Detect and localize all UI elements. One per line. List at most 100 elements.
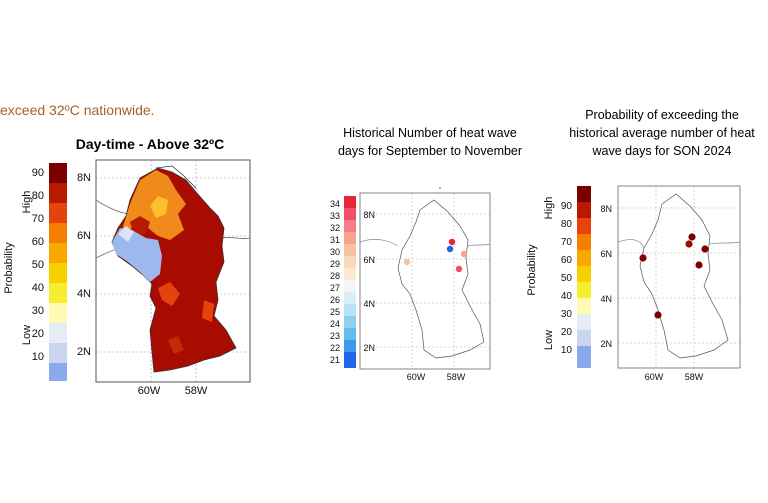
panel3-tick: 30 [561, 309, 573, 320]
panel3-lat-label: 8N [600, 204, 612, 214]
panel1-tick: 50 [32, 259, 44, 271]
panel2-lat-label: 6N [363, 255, 375, 265]
panel1-colorbar-swatch [49, 203, 67, 223]
panel2-station-dot [403, 258, 411, 266]
panel2-colorbar-swatch [344, 316, 356, 328]
panel1-lat-label: 6N [77, 230, 91, 242]
panel2-colorbar-swatch [344, 220, 356, 232]
panel1-tick: 40 [32, 282, 44, 294]
panel1-tick: 80 [32, 190, 44, 202]
panel3-country-outline [639, 193, 729, 359]
panel2-tick: 22 [330, 343, 340, 353]
panel1-region-orange-south [158, 282, 180, 306]
panel2-colorbar-swatch [344, 196, 356, 208]
panel2-colorbar-swatch [344, 280, 356, 292]
panel3-colorbar-swatch [577, 330, 591, 346]
panel3-station-dot [639, 254, 647, 262]
panel2-colorbar-swatch [344, 352, 356, 368]
panel3-station-dot [701, 245, 709, 253]
panel1-tick: 60 [32, 236, 44, 248]
panel1-colorbar-swatch [49, 283, 67, 303]
panel3-colorbar-swatch [577, 234, 591, 250]
panel1-colorbar-swatch [49, 163, 67, 183]
panel2-lat-label: 2N [363, 343, 375, 353]
panel2-tick: 26 [330, 295, 340, 305]
panel1-high-label: High [21, 191, 33, 214]
panel2-colorbar-swatch [344, 208, 356, 220]
panel2-title-line-2: days for September to November [337, 144, 523, 158]
panel1-colorbar-swatch [49, 343, 67, 363]
panel3-station-dot [685, 240, 693, 248]
panel3-lon-label: 58W [685, 372, 704, 382]
panel3-map [617, 185, 741, 369]
panel1-colorbar-swatch [49, 263, 67, 283]
panel3-lat-label: 6N [600, 249, 612, 259]
panel2-colorbar-swatch [344, 328, 356, 340]
panel2-country-outline [397, 199, 485, 359]
panel2-station-dot [460, 250, 468, 258]
panel3-colorbar-swatch [577, 282, 591, 298]
panel3-tick: 50 [561, 273, 573, 284]
panel3-station-dot [695, 261, 703, 269]
panel3-tick: 60 [561, 255, 573, 266]
panel3-colorbar-swatch [577, 266, 591, 282]
panel2-lon-label: 60W [407, 372, 426, 382]
panel2-colorbar-swatch [344, 244, 356, 256]
panel2-title: Historical Number of heat wave days for … [310, 124, 550, 160]
panel2-tick: 21 [330, 355, 340, 365]
panel2-tick: 27 [330, 283, 340, 293]
panel2-tick: 34 [330, 199, 340, 209]
panel2-tick: 25 [330, 307, 340, 317]
panel3-low-label: Low [543, 330, 555, 350]
panel1-tick: 10 [32, 351, 44, 363]
panel2-tick: 33 [330, 211, 340, 221]
panel1-title: Day-time - Above 32ºC [75, 136, 225, 152]
panel2-station-dot [448, 238, 456, 246]
panel1-region-orange-east [202, 300, 214, 322]
panel3-colorbar-swatch [577, 250, 591, 266]
panel2-colorbar-swatch [344, 304, 356, 316]
panel3-tick: 80 [561, 219, 573, 230]
panel3-tick: 20 [561, 327, 573, 338]
panel2-colorbar-swatch [344, 268, 356, 280]
panel1-region-yellow [150, 196, 168, 218]
panel3-colorbar [577, 186, 591, 368]
panel2-tick: 29 [330, 259, 340, 269]
panel2-title-line-1: Historical Number of heat wave [343, 126, 517, 140]
panel1-colorbar-swatch [49, 363, 67, 381]
panel2-tick: 30 [330, 247, 340, 257]
panel1-tick: 30 [32, 305, 44, 317]
panel3-tick: 90 [561, 201, 573, 212]
panel3-title-line-3: wave days for SON 2024 [592, 144, 732, 158]
panel2-station-dot [446, 245, 454, 253]
panel1-lat-label: 4N [77, 288, 91, 300]
panel2-tick: 23 [330, 331, 340, 341]
panel1-colorbar-swatch [49, 223, 67, 243]
panel2-map [359, 187, 491, 370]
panel3-title: Probability of exceeding the historical … [562, 106, 762, 160]
panel3-colorbar-swatch [577, 314, 591, 330]
panel2-tick: 31 [330, 235, 340, 245]
panel1-scale-label: Probability [3, 242, 15, 294]
panel3-colorbar-swatch [577, 346, 591, 368]
panel2-colorbar-swatch [344, 292, 356, 304]
panel3-map-frame [617, 185, 741, 369]
panel1-tick: 20 [32, 328, 44, 340]
panel2-tick: 28 [330, 271, 340, 281]
panel3-colorbar-swatch [577, 202, 591, 218]
panel3-lat-label: 2N [600, 339, 612, 349]
panel2-tick: 32 [330, 223, 340, 233]
panel2-colorbar [344, 196, 356, 368]
panel1-lon-label: 58W [185, 385, 208, 397]
panel3-tick: 70 [561, 237, 573, 248]
panel3-colorbar-swatch [577, 298, 591, 314]
panel3-lon-label: 60W [645, 372, 664, 382]
panel2-lat-label: 8N [363, 210, 375, 220]
panel2-station-dot [455, 265, 463, 273]
intro-text: exceed 32ºC nationwide. [0, 102, 155, 118]
panel3-colorbar-swatch [577, 186, 591, 202]
panel3-colorbar-swatch [577, 218, 591, 234]
panel3-title-line-2: historical average number of heat [569, 126, 755, 140]
panel3-lat-label: 4N [600, 294, 612, 304]
